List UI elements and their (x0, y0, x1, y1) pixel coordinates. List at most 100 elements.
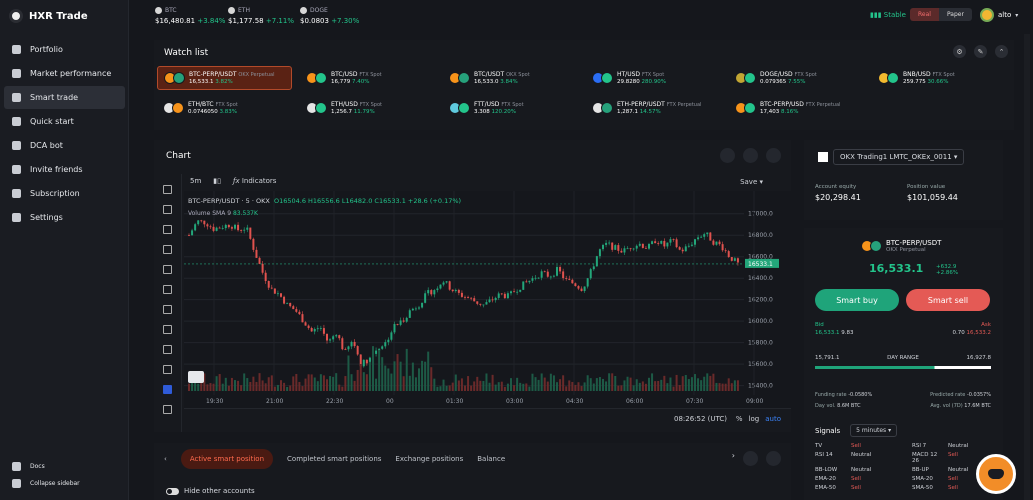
tab-balance[interactable]: Balance (477, 455, 506, 463)
watchlist-exchange: FTX Spot (359, 102, 382, 108)
percent-toggle[interactable]: % (735, 415, 743, 423)
watchlist-item[interactable]: FTT/USD FTX Spot 3.308 120.20% (443, 96, 578, 120)
candle (724, 250, 727, 252)
eth-icon (228, 7, 235, 14)
watchlist-item[interactable]: BTC-PERP/USD FTX Perpetual 17,403 8.16% (729, 96, 864, 120)
chevron-left-icon[interactable]: ‹ (164, 455, 167, 463)
watchlist-item[interactable]: ETH-PERP/USDT FTX Perpetual 1,287.1 14.57… (586, 96, 721, 120)
page-scrollbar[interactable] (1024, 34, 1030, 500)
candle (295, 309, 298, 312)
sidebar-item-market-performance[interactable]: Market performance (4, 62, 125, 85)
support-chat-button[interactable] (976, 454, 1016, 494)
account-selector[interactable]: OKX Trading1 LMTC_OKEx_0011 ▾ (833, 149, 965, 165)
text-icon[interactable] (163, 265, 172, 274)
tab-active-smart-position[interactable]: Active smart position (180, 449, 274, 469)
candle (215, 227, 218, 231)
toggle-switch[interactable] (166, 487, 179, 495)
smart-buy-button[interactable]: Smart buy (815, 289, 899, 311)
day-vol-label: Day vol. (815, 403, 836, 409)
predicted-value: -0.0357% (966, 392, 991, 398)
trade-pair: BTC-PERP/USDT (886, 239, 942, 247)
x-tick-label: 03:00 (506, 398, 523, 405)
candle (721, 244, 724, 251)
sidebar-item-quick-start[interactable]: Quick start (4, 110, 125, 133)
watchlist-item[interactable]: BTC-PERP/USDT OKX Perpetual 16,533.1 3.82… (157, 66, 292, 90)
log-toggle[interactable]: log (748, 415, 760, 423)
save-button[interactable]: Save ▾ (740, 178, 763, 186)
chevron-up-icon[interactable]: ⌃ (995, 45, 1008, 58)
tab-completed-smart-positions[interactable]: Completed smart positions (287, 455, 382, 463)
pattern-icon[interactable] (163, 285, 172, 294)
watchlist-item[interactable]: ETH/BTC FTX Spot 0.0746050 3.83% (157, 96, 292, 120)
fullscreen-icon[interactable] (743, 148, 758, 163)
watchlist-item[interactable]: BNB/USD FTX Spot 259.775 30.66% (872, 66, 1007, 90)
watchlist-price: 29.8280 (617, 79, 640, 85)
sidebar-item-settings[interactable]: Settings (4, 206, 125, 229)
edit-icon[interactable]: ✎ (974, 45, 987, 58)
indicators-button[interactable]: ƒx Indicators (233, 177, 276, 185)
avg-vol-value: 17.6M BTC (964, 403, 991, 409)
volume-bar (399, 361, 402, 391)
hide-other-accounts-toggle[interactable]: Hide other accounts (166, 487, 255, 495)
smart-sell-button[interactable]: Smart sell (906, 289, 990, 311)
user-menu[interactable]: alto ▾ (980, 8, 1018, 22)
paper-button[interactable]: Paper (938, 8, 972, 21)
horizontal-lines-icon[interactable] (163, 225, 172, 234)
watchlist-item[interactable]: ETH/USD FTX Spot 1,256.7 11.79% (300, 96, 435, 120)
chevron-right-icon[interactable]: › (731, 451, 735, 460)
candle (445, 281, 448, 283)
pitchfork-icon[interactable] (163, 245, 172, 254)
ticker-eth[interactable]: ETH $1,177.58 +7.11% (228, 7, 294, 25)
price-chart[interactable]: 17000.0 16800.0 16600.0 16400.0 16200.0 16000… (184, 191, 791, 408)
magnet-icon[interactable] (163, 385, 172, 394)
sidebar-item-invite-friends[interactable]: Invite friends (4, 158, 125, 181)
volume-bar (329, 376, 332, 391)
auto-toggle[interactable]: auto (765, 415, 781, 423)
candle-type-icon[interactable]: ▮▯ (213, 177, 221, 185)
watchlist-item[interactable]: HT/USD FTX Spot 29.8280 280.90% (586, 66, 721, 90)
logo[interactable]: HXR Trade (9, 9, 88, 23)
minimize-icon[interactable] (766, 148, 781, 163)
interval-selector[interactable]: 5m (190, 177, 202, 185)
watchlist-item[interactable]: DOGE/USD FTX Spot 0.079365 7.55% (729, 66, 864, 90)
watchlist-item[interactable]: BTC/USD FTX Spot 16,779 7.40% (300, 66, 435, 90)
signals-interval-selector[interactable]: 5 minutes ▾ (850, 424, 898, 437)
ticker-symbol: BTC (165, 7, 177, 14)
fullscreen-icon[interactable] (743, 451, 758, 466)
volume-bar (577, 382, 580, 391)
watchlist-item[interactable]: BTC/USDT OKX Spot 16,533.0 3.84% (443, 66, 578, 90)
sidebar-item-collapse-sidebar[interactable]: Collapse sidebar (4, 475, 125, 491)
volume-bar (408, 375, 411, 391)
candle (267, 281, 270, 288)
trendline-icon[interactable] (163, 205, 172, 214)
emoji-icon[interactable] (163, 325, 172, 334)
real-button[interactable]: Real (910, 8, 939, 21)
minimize-icon[interactable] (766, 451, 781, 466)
expand-vertical-icon[interactable] (720, 148, 735, 163)
zoom-icon[interactable] (163, 365, 172, 374)
ticker-symbol: ETH (238, 7, 250, 14)
volume-bar (341, 386, 344, 391)
sidebar-item-subscription[interactable]: Subscription (4, 182, 125, 205)
sidebar-item-dca-bot[interactable]: DCA bot (4, 134, 125, 157)
sidebar-item-smart-trade[interactable]: Smart trade (4, 86, 125, 109)
volume-bar (316, 381, 319, 391)
lock-icon[interactable] (163, 405, 172, 414)
tab-exchange-positions[interactable]: Exchange positions (395, 455, 464, 463)
sidebar-item-portfolio[interactable]: Portfolio (4, 38, 125, 61)
gear-icon[interactable]: ⚙ (953, 45, 966, 58)
ticker-btc[interactable]: BTC $16,480.81 +3.84% (155, 7, 225, 25)
watchlist-exchange: OKX Perpetual (238, 72, 275, 78)
candle (197, 220, 200, 225)
volume-bar (571, 381, 574, 391)
sidebar-item-docs[interactable]: Docs (4, 458, 125, 474)
funding-label: Funding rate (815, 392, 847, 398)
crosshair-icon[interactable] (163, 185, 172, 194)
volume-bar (298, 381, 301, 391)
ticker-doge[interactable]: DOGE $0.0803 +7.30% (300, 7, 359, 25)
ruler-icon[interactable] (163, 345, 172, 354)
candle (506, 293, 509, 299)
sidebar-item-label: Docs (30, 462, 45, 470)
chart-icon (12, 69, 21, 78)
measure-icon[interactable] (163, 305, 172, 314)
